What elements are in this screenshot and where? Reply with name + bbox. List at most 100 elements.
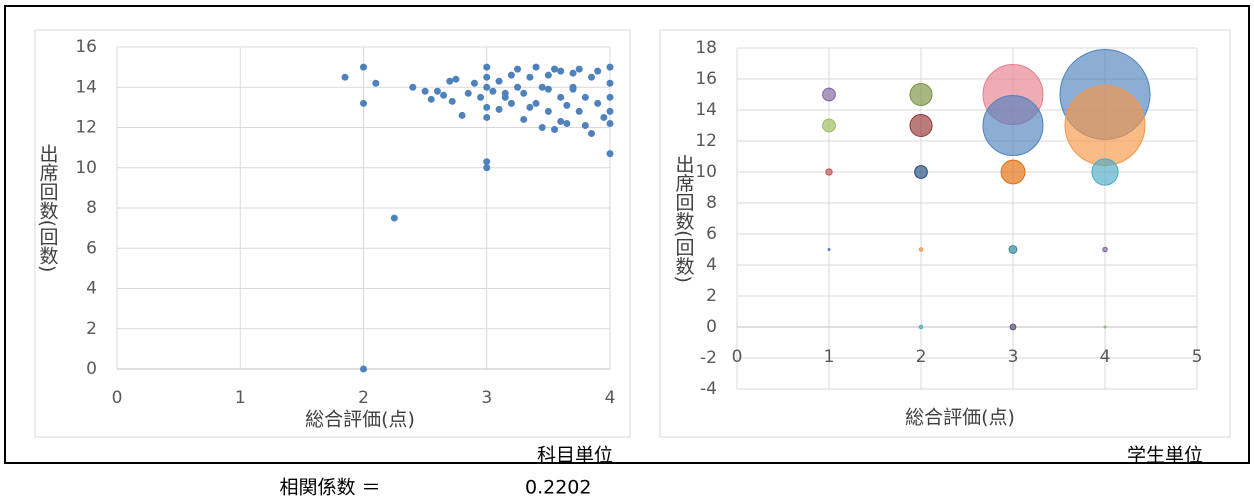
outer-frame xyxy=(4,5,1250,464)
point xyxy=(483,158,491,166)
point xyxy=(606,150,614,158)
x-tick-label: 2 xyxy=(358,388,369,408)
point xyxy=(594,99,602,107)
point xyxy=(483,63,491,71)
footer-value: 0.2202 xyxy=(525,477,591,499)
point xyxy=(557,67,565,75)
point xyxy=(588,73,596,81)
x-axis-title: 総合評価(点) xyxy=(905,407,1015,429)
point xyxy=(507,71,515,79)
bubble xyxy=(822,118,836,133)
point xyxy=(532,99,540,107)
chart-caption: 学生単位 xyxy=(1127,445,1203,467)
point xyxy=(551,65,559,73)
point xyxy=(477,93,485,101)
point xyxy=(514,83,522,91)
x-tick-label: 5 xyxy=(1192,347,1203,367)
point xyxy=(470,79,478,87)
y-tick-label: 14 xyxy=(75,77,97,97)
y-tick-label: 4 xyxy=(86,279,97,299)
point xyxy=(483,83,491,91)
y-tick-label: 16 xyxy=(75,37,97,57)
y-tick-label: 6 xyxy=(86,238,97,258)
bubble xyxy=(827,247,831,252)
y-tick-label: 8 xyxy=(86,198,97,218)
y-tick-label: 10 xyxy=(75,158,97,178)
x-tick-label: 4 xyxy=(605,388,616,408)
y-tick-label: 4 xyxy=(706,255,717,275)
point xyxy=(372,79,380,87)
bubble xyxy=(909,82,933,107)
x-tick-label: 2 xyxy=(916,347,927,367)
y-tick-label: 0 xyxy=(706,317,717,337)
point xyxy=(581,93,589,101)
point xyxy=(514,65,522,73)
point xyxy=(452,75,460,83)
bubble xyxy=(918,324,924,330)
point xyxy=(448,97,456,105)
point xyxy=(594,67,602,75)
point xyxy=(427,95,435,103)
chart-frame xyxy=(34,29,631,438)
point xyxy=(526,73,534,81)
x-axis-title: 総合評価(点) xyxy=(305,409,415,431)
point xyxy=(409,83,417,91)
x-tick-label: 3 xyxy=(481,388,492,408)
bubble xyxy=(1000,159,1026,185)
point xyxy=(483,103,491,111)
point xyxy=(538,124,546,131)
point xyxy=(606,119,614,127)
y-tick-label: 12 xyxy=(75,118,97,138)
bubble xyxy=(825,168,833,176)
point xyxy=(538,83,546,91)
point xyxy=(563,101,571,109)
point xyxy=(507,99,515,107)
y-tick-label: 8 xyxy=(706,193,717,213)
point xyxy=(433,87,441,95)
y-tick-label: 10 xyxy=(695,162,717,182)
footer-label: 相関係数 ＝ xyxy=(279,477,380,499)
point xyxy=(360,63,367,71)
point xyxy=(440,91,448,99)
bubble xyxy=(822,87,836,102)
point xyxy=(606,79,614,87)
point xyxy=(501,89,509,97)
x-tick-label: 0 xyxy=(112,388,123,408)
bubble xyxy=(982,94,1044,157)
y-axis-title: 出席回数(回数) xyxy=(673,154,695,283)
y-tick-label: 18 xyxy=(695,38,717,58)
point xyxy=(569,83,577,91)
y-tick-label: 12 xyxy=(695,131,717,151)
y-tick-label: 6 xyxy=(706,224,717,244)
point xyxy=(520,89,528,97)
point xyxy=(495,105,503,113)
y-tick-label: -2 xyxy=(700,348,717,368)
y-tick-label: 2 xyxy=(86,319,97,339)
bubble xyxy=(1102,246,1108,253)
point xyxy=(544,85,552,93)
point xyxy=(446,77,454,85)
point xyxy=(489,87,497,95)
bubble xyxy=(909,113,933,138)
point xyxy=(464,89,472,97)
bubble xyxy=(918,247,924,252)
point xyxy=(458,111,466,119)
point xyxy=(557,117,565,125)
point xyxy=(551,126,559,134)
bubble xyxy=(1008,245,1018,254)
bubble xyxy=(1009,323,1017,331)
chart-caption: 科目単位 xyxy=(537,445,613,467)
point xyxy=(544,71,552,79)
point xyxy=(588,130,596,138)
bubble xyxy=(1091,158,1119,186)
point xyxy=(526,103,534,111)
bubble xyxy=(1103,325,1107,329)
y-tick-label: 2 xyxy=(706,286,717,306)
point xyxy=(557,93,565,101)
point xyxy=(606,93,614,101)
point xyxy=(544,107,552,115)
point xyxy=(569,69,577,77)
y-tick-label: 16 xyxy=(695,69,717,89)
point xyxy=(606,107,614,115)
